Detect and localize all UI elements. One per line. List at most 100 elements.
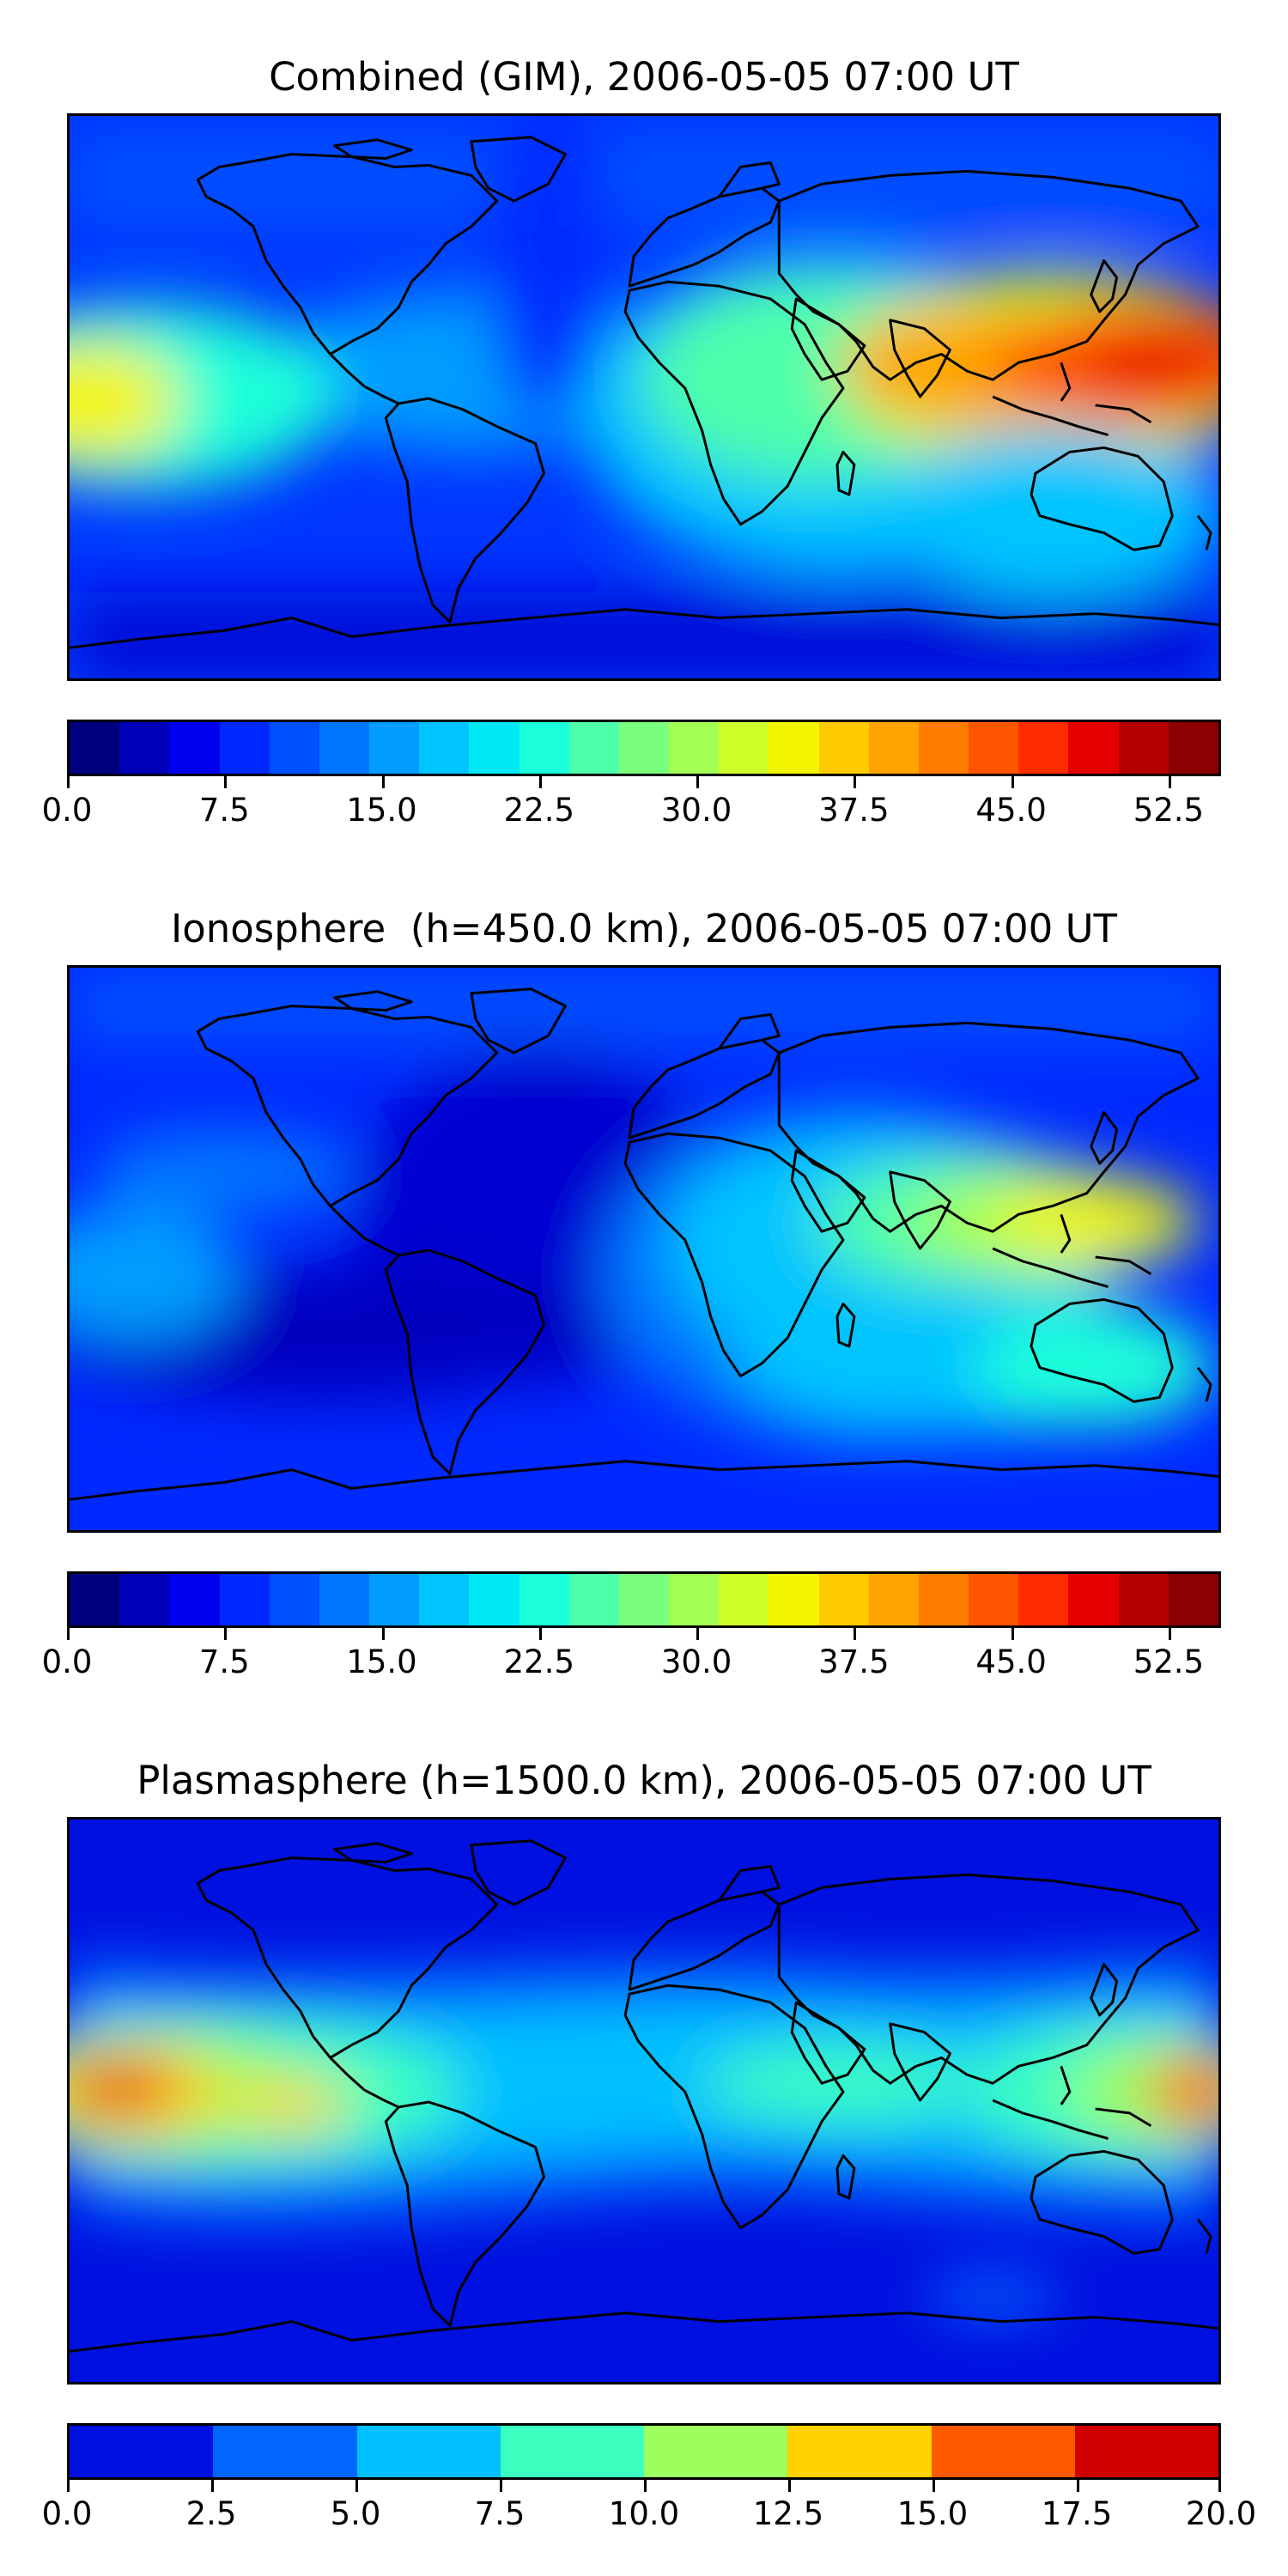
colorbar-tick-label: 52.5	[1133, 1643, 1205, 1680]
colorbar-segment	[1068, 722, 1119, 774]
colorbar-segment	[119, 722, 170, 774]
colorbar-segment	[969, 1574, 1019, 1625]
colorbar-segment	[669, 722, 720, 774]
colorbar-tick	[67, 1628, 70, 1640]
colorbar-tick-label: 5.0	[330, 2495, 381, 2532]
colorbar-tick	[381, 776, 385, 788]
colorbar-segment	[269, 1574, 319, 1625]
colorbar-segment	[213, 2426, 357, 2477]
colorbar-segment	[1168, 722, 1218, 774]
colorbar-tick-label: 37.5	[818, 792, 890, 829]
colorbar-segment	[969, 722, 1019, 774]
colorbar-tick	[1077, 2480, 1079, 2492]
colorbar-segment	[1118, 722, 1169, 774]
colorbar-segment	[469, 1574, 519, 1625]
colorbar-segment	[818, 1574, 869, 1625]
colorbar-segment	[319, 722, 370, 774]
panel-3-colorbar-ticks: 0.0 2.5 5.0 7.5 10.0 12.5 15.0 17.5 20.0	[42, 2480, 1256, 2532]
colorbar-tick-label: 45.0	[975, 792, 1047, 829]
colorbar-segment	[1018, 1574, 1069, 1625]
colorbar-tick	[696, 1628, 700, 1640]
colorbar-tick	[355, 2480, 358, 2492]
colorbar-segment	[519, 722, 569, 774]
panel-3-title: Plasmasphere (h=1500.0 km), 2006-05-05 0…	[137, 1758, 1151, 1803]
colorbar-segment	[618, 722, 670, 774]
colorbar-tick	[224, 1628, 228, 1640]
colorbar-segment	[369, 722, 420, 774]
colorbar-segment	[219, 1574, 270, 1625]
colorbar-segment	[719, 1574, 769, 1625]
colorbar-tick-label: 7.5	[198, 792, 250, 829]
panel-3-map	[67, 1817, 1221, 2385]
colorbar-segment	[70, 1574, 120, 1625]
colorbar-segment	[918, 1574, 969, 1625]
colorbar-segment	[787, 2426, 932, 2477]
colorbar-tick	[67, 2480, 70, 2492]
colorbar-segment	[568, 1574, 619, 1625]
panel-3-map-svg	[70, 1820, 1218, 2382]
colorbar-tick	[500, 2480, 502, 2492]
panel-1-colorbar	[67, 720, 1221, 776]
panel-2-title: Ionosphere (h=450.0 km), 2006-05-05 07:0…	[170, 906, 1118, 951]
colorbar-segment	[618, 1574, 670, 1625]
colorbar-tick-label: 37.5	[818, 1643, 890, 1680]
colorbar-tick-label: 15.0	[346, 792, 417, 829]
colorbar-segment	[219, 722, 270, 774]
colorbar-segment	[419, 722, 470, 774]
colorbar-segment	[319, 1574, 370, 1625]
colorbar-tick	[854, 776, 857, 788]
colorbar-tick	[1168, 776, 1171, 788]
colorbar-segment	[119, 1574, 170, 1625]
colorbar-segment	[1168, 1574, 1218, 1625]
colorbar-tick	[696, 776, 700, 788]
colorbar-tick-label: 45.0	[975, 1643, 1047, 1680]
colorbar-tick	[1011, 1628, 1014, 1640]
colorbar-segment	[269, 722, 319, 774]
colorbar-tick	[224, 776, 228, 788]
colorbar-tick-label: 15.0	[346, 1643, 417, 1680]
panel-2-colorbar-ticks: 0.0 7.5 15.0 22.5 30.0 37.5 45.0 52.5	[42, 1628, 1221, 1680]
colorbar-tick	[788, 2480, 791, 2492]
colorbar-tick	[1218, 2480, 1221, 2492]
colorbar-segment	[1068, 1574, 1119, 1625]
panel-2-map-svg	[70, 968, 1218, 1530]
colorbar-segment	[719, 722, 769, 774]
colorbar-segment	[568, 722, 619, 774]
panel-1-title: Combined (GIM), 2006-05-05 07:00 UT	[269, 54, 1019, 100]
panel-1-map-svg	[70, 116, 1218, 678]
colorbar-tick-label: 7.5	[474, 2495, 526, 2532]
colorbar-segment	[868, 722, 919, 774]
colorbar-segment	[669, 1574, 720, 1625]
colorbar-segment	[419, 1574, 470, 1625]
colorbar-segment	[469, 722, 519, 774]
colorbar-tick	[538, 776, 542, 788]
colorbar-segment	[1074, 2426, 1218, 2477]
colorbar-tick	[1168, 1628, 1171, 1640]
colorbar-segment	[1118, 1574, 1169, 1625]
colorbar-tick-label: 30.0	[660, 792, 732, 829]
colorbar-tick-label: 30.0	[660, 1643, 732, 1680]
colorbar-segment	[356, 2426, 501, 2477]
colorbar-tick-label: 0.0	[41, 792, 93, 829]
panel-1-map	[67, 113, 1221, 681]
colorbar-segment	[500, 2426, 644, 2477]
colorbar-segment	[868, 1574, 919, 1625]
colorbar-tick-label: 52.5	[1133, 792, 1205, 829]
colorbar-segment	[70, 722, 120, 774]
colorbar-tick	[381, 1628, 385, 1640]
colorbar-segment	[169, 1574, 220, 1625]
colorbar-segment	[918, 722, 969, 774]
colorbar-tick-label: 15.0	[896, 2495, 969, 2532]
colorbar-tick	[854, 1628, 857, 1640]
colorbar-segment	[644, 2426, 788, 2477]
panel-3-colorbar	[67, 2423, 1221, 2480]
panel-1-colorbar-ticks: 0.0 7.5 15.0 22.5 30.0 37.5 45.0 52.5	[42, 776, 1221, 829]
colorbar-tick-label: 17.5	[1041, 2495, 1113, 2532]
colorbar-tick-label: 22.5	[503, 1643, 575, 1680]
colorbar-segment	[369, 1574, 420, 1625]
colorbar-tick	[1011, 776, 1014, 788]
colorbar-segment	[769, 722, 819, 774]
colorbar-segment	[818, 722, 869, 774]
colorbar-tick	[211, 2480, 214, 2492]
colorbar-tick-label: 7.5	[198, 1643, 250, 1680]
